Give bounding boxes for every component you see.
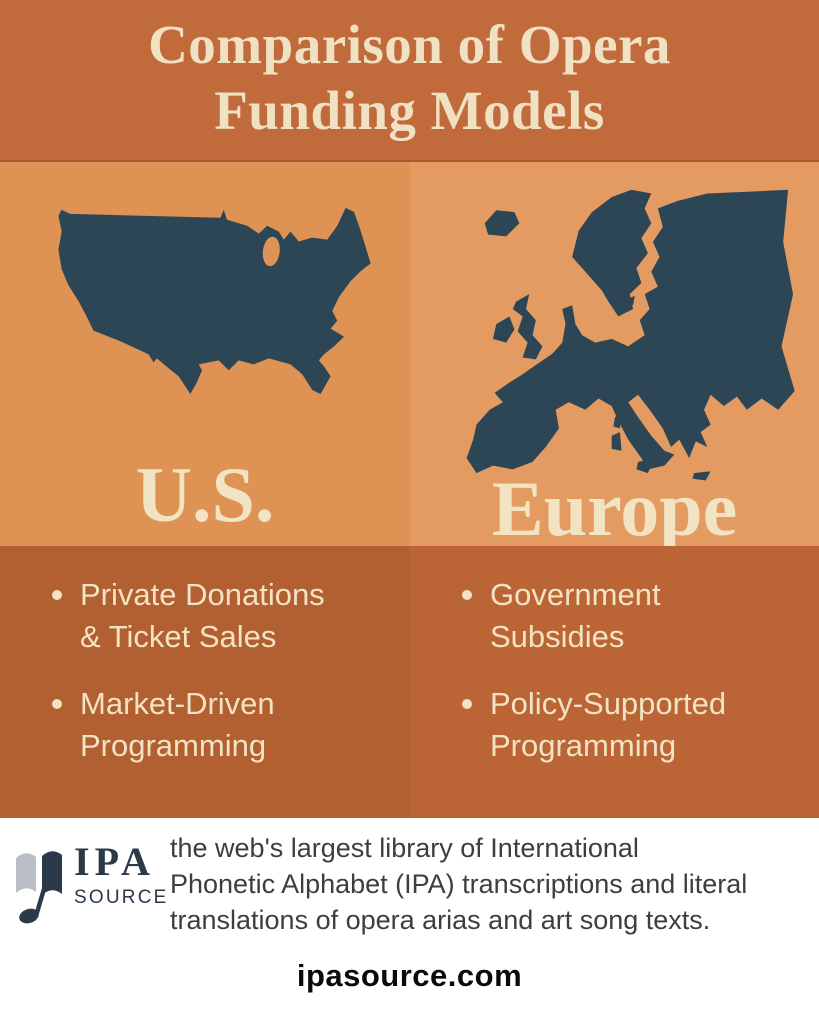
- us-map-icon: [58, 199, 371, 395]
- ipa-source-logo: IPA SOURCE: [12, 842, 169, 924]
- logo-subtitle: SOURCE: [74, 887, 169, 908]
- europe-funding-items: Government Subsidies Policy-Supported Pr…: [410, 546, 819, 766]
- footer: IPA SOURCE the web's largest library of …: [0, 818, 819, 1024]
- page-title: Comparison of Opera Funding Models: [148, 14, 671, 141]
- tagline: the web's largest library of Internation…: [170, 833, 748, 936]
- us-map-label: U.S.: [135, 451, 275, 538]
- list-item: Government Subsidies: [462, 574, 807, 657]
- list-item: Market-Driven Programming: [52, 683, 398, 766]
- list-item: Policy-Supported Programming: [462, 683, 807, 766]
- us-funding-items: Private Donations & Ticket Sales Market-…: [0, 546, 410, 766]
- website-url: ipasource.com: [296, 958, 523, 993]
- us-map-panel: U.S.: [0, 162, 410, 546]
- header: Comparison of Opera Funding Models: [0, 0, 819, 162]
- logo-text: IPA SOURCE: [74, 839, 169, 908]
- europe-map-icon: [466, 189, 795, 481]
- europe-map-label: Europe: [491, 465, 738, 552]
- logo-title: IPA: [74, 839, 155, 884]
- europe-funding-list: Government Subsidies Policy-Supported Pr…: [410, 546, 819, 818]
- music-note-open-book-icon: [16, 851, 62, 924]
- list-item: Private Donations & Ticket Sales: [52, 574, 398, 657]
- us-funding-list: Private Donations & Ticket Sales Market-…: [0, 546, 410, 818]
- europe-map-panel: Europe: [410, 162, 819, 552]
